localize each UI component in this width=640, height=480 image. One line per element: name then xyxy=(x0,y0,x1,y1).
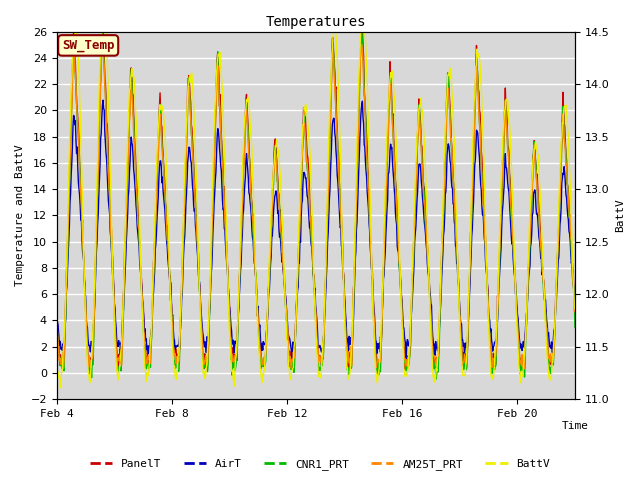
Title: Temperatures: Temperatures xyxy=(266,15,366,29)
Legend: PanelT, AirT, CNR1_PRT, AM25T_PRT, BattV: PanelT, AirT, CNR1_PRT, AM25T_PRT, BattV xyxy=(85,455,555,474)
Text: SW_Temp: SW_Temp xyxy=(62,39,115,52)
Y-axis label: BattV: BattV xyxy=(615,199,625,232)
Y-axis label: Temperature and BattV: Temperature and BattV xyxy=(15,144,25,286)
X-axis label: Time: Time xyxy=(561,421,588,432)
